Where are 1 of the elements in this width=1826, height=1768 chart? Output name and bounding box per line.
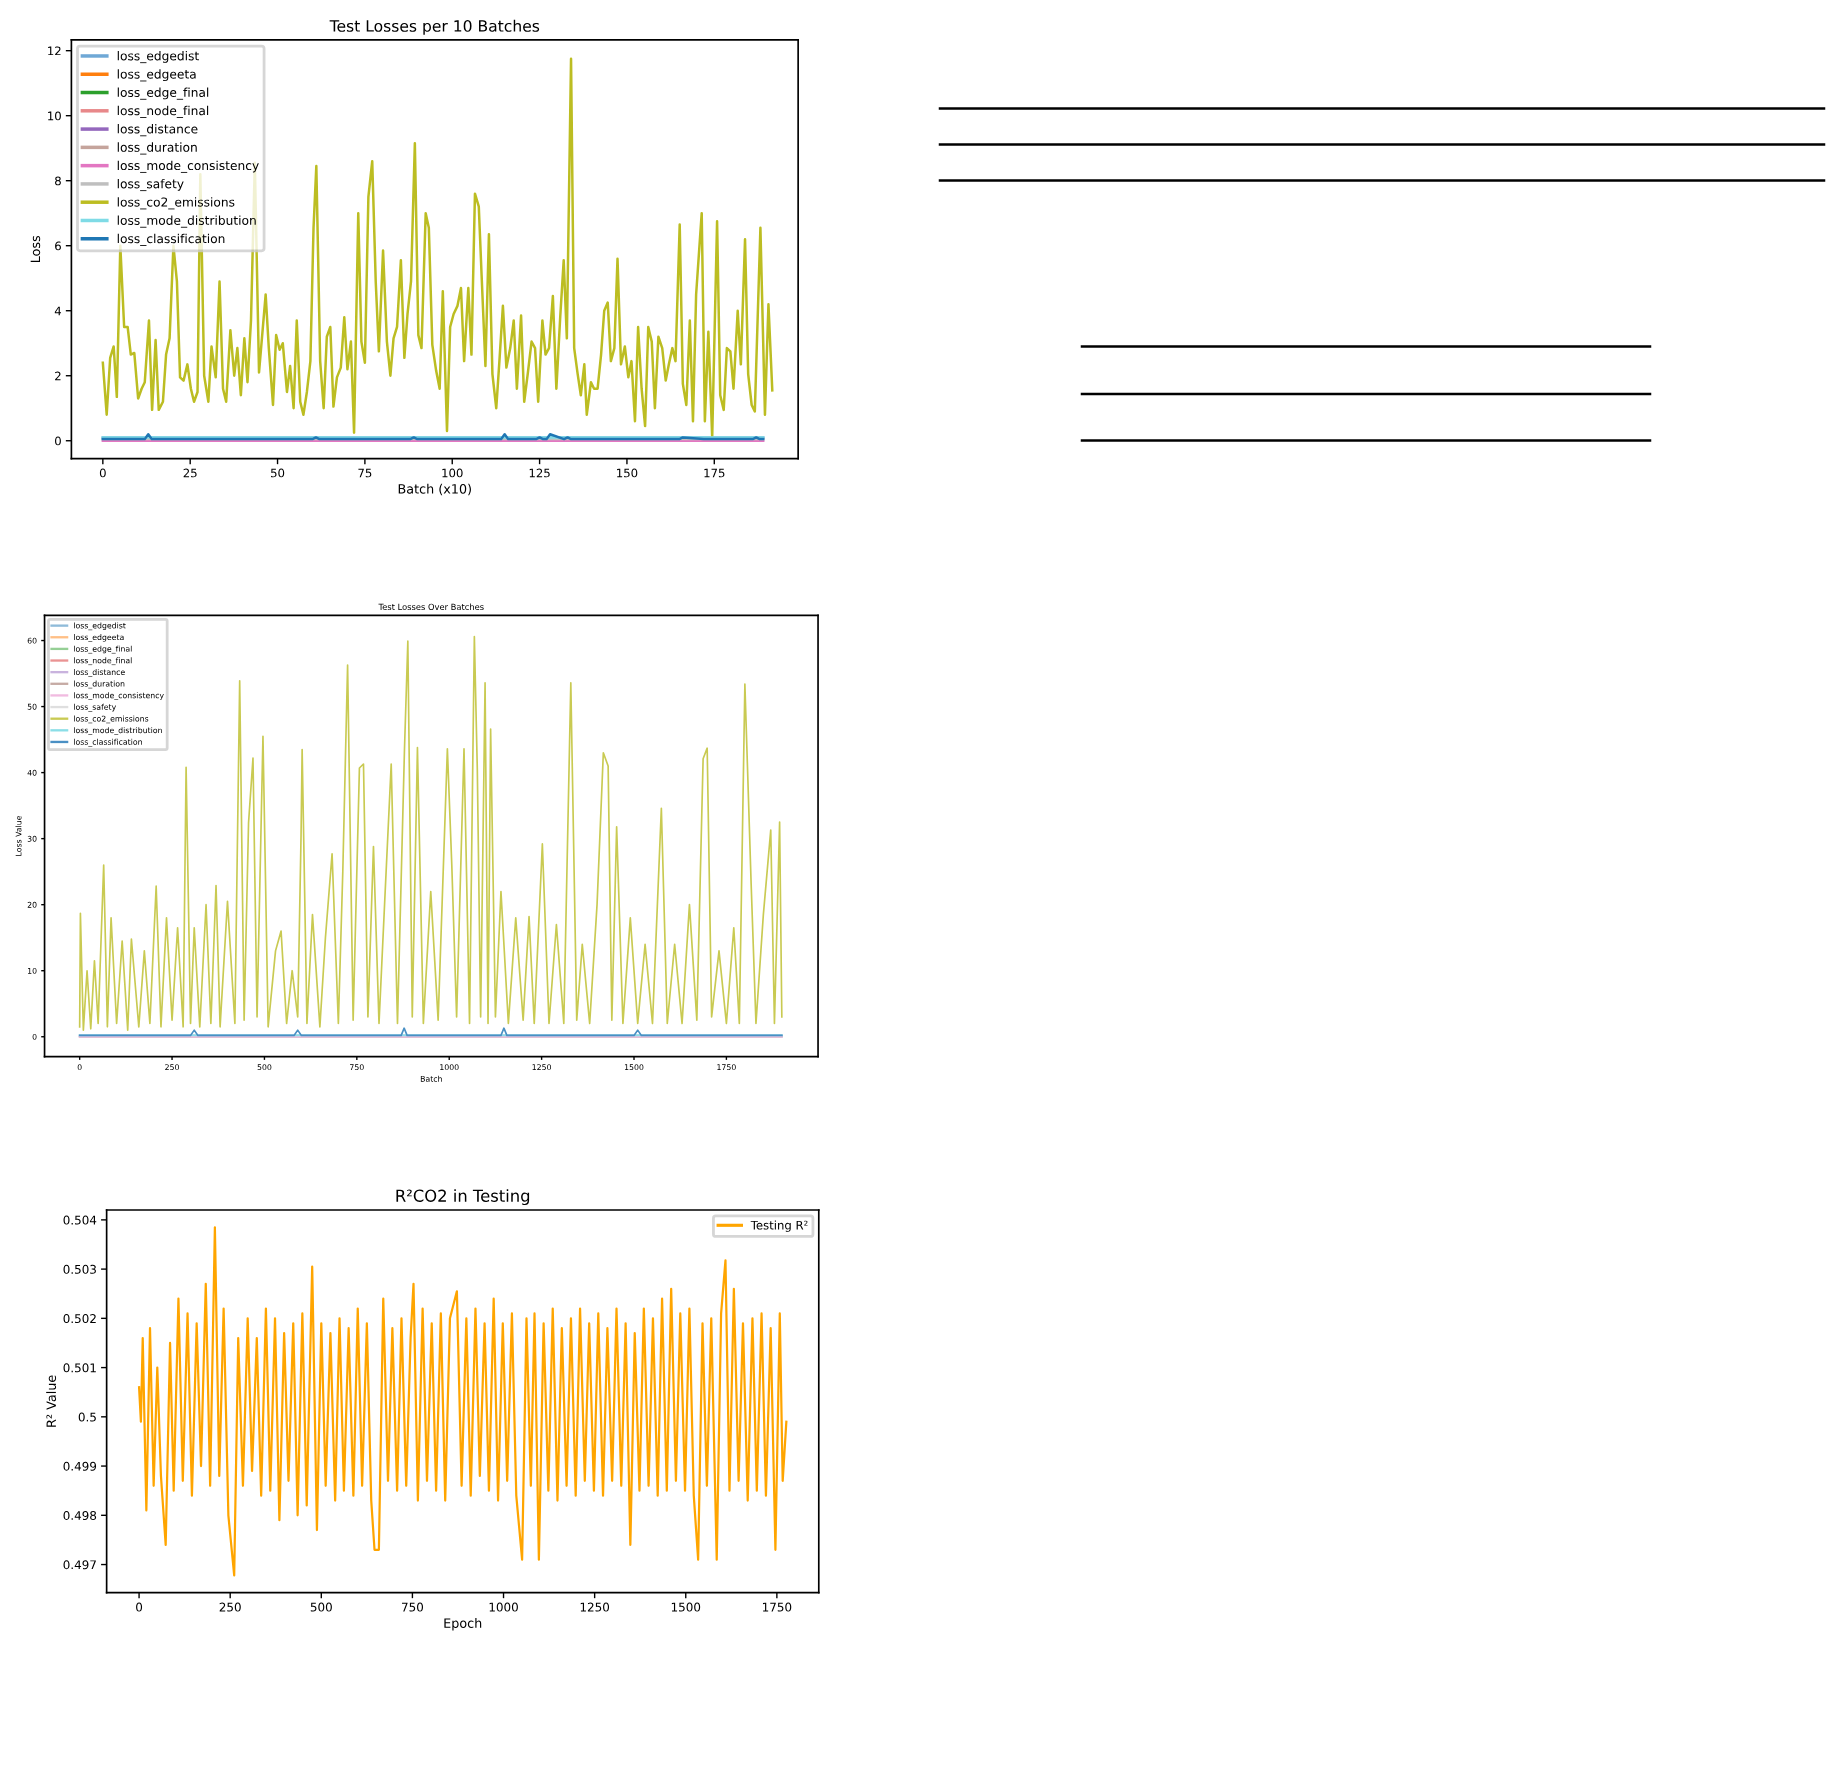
chart-title: R²CO2 in Testing	[396, 1189, 530, 1206]
